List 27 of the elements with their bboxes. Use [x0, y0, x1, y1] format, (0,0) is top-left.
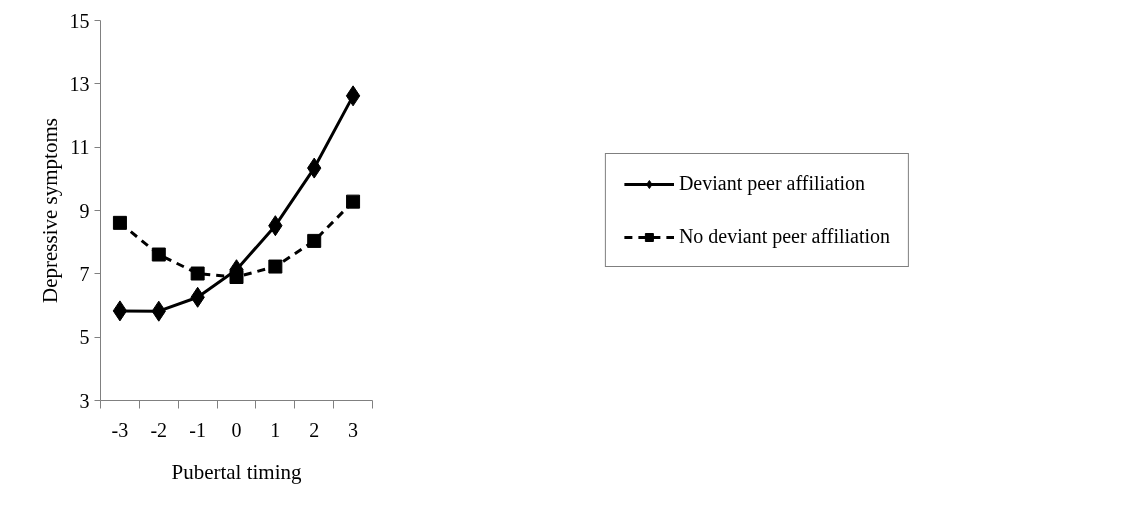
point: [345, 85, 361, 107]
legend-label: No deviant peer affiliation: [678, 225, 891, 248]
x-tick-label: -3: [111, 418, 129, 441]
legend-label: Deviant peer affiliation: [678, 172, 866, 195]
y-tick-label: 7: [79, 262, 90, 285]
point: [151, 247, 166, 262]
x-tick-label: 0: [231, 418, 242, 441]
y-axis-title: Depressive symptoms: [37, 118, 62, 303]
x-tick-label: 3: [348, 418, 359, 441]
point: [112, 215, 127, 230]
point: [307, 233, 322, 248]
point: [190, 266, 205, 281]
point: [346, 194, 361, 209]
y-tick-label: 3: [79, 389, 90, 412]
y-tick-label: 9: [79, 199, 90, 222]
x-axis-title: Pubertal timing: [171, 459, 303, 484]
x-tick-label: -1: [189, 418, 206, 441]
x-tick-label: 2: [309, 418, 320, 441]
x-tick-label: 1: [270, 418, 281, 441]
point: [229, 270, 244, 284]
y-tick-label: 13: [69, 72, 90, 95]
point: [112, 300, 128, 322]
point: [268, 259, 283, 274]
x-tick-label: -2: [150, 418, 168, 441]
y-tick-label: 11: [70, 136, 90, 159]
y-tick-label: 15: [69, 9, 90, 32]
y-tick-label: 5: [79, 326, 90, 349]
